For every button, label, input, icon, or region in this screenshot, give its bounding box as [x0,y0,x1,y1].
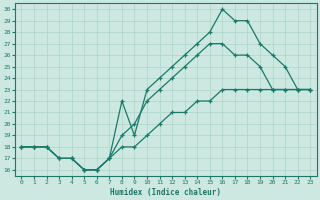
X-axis label: Humidex (Indice chaleur): Humidex (Indice chaleur) [110,188,221,197]
